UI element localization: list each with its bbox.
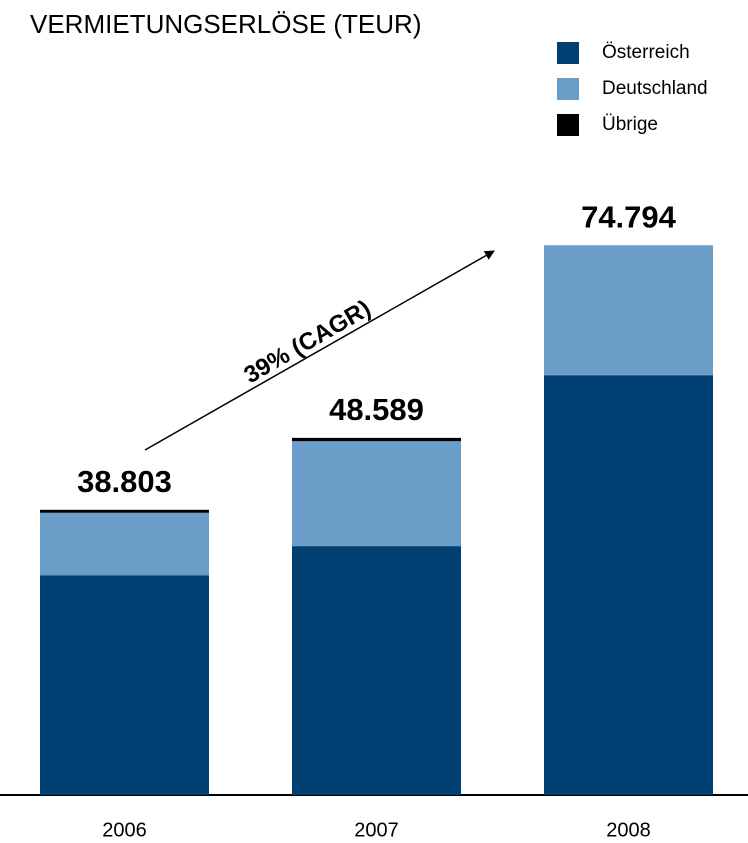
chart-title: VERMIETUNGSERLÖSE (TEUR) bbox=[30, 9, 422, 39]
bar-segment bbox=[544, 245, 713, 376]
bar-segment bbox=[40, 509, 209, 513]
bar-segment bbox=[40, 512, 209, 576]
bar-segment bbox=[292, 441, 461, 547]
bar-segment bbox=[292, 437, 461, 442]
legend-swatch bbox=[557, 114, 579, 136]
total-label: 48.589 bbox=[329, 392, 424, 427]
legend-label: Österreich bbox=[602, 42, 690, 63]
x-tick-label: 2007 bbox=[354, 819, 399, 841]
bar-segment bbox=[544, 375, 713, 795]
total-label: 74.794 bbox=[581, 199, 677, 234]
x-tick-label: 2006 bbox=[102, 819, 147, 841]
legend-swatch bbox=[557, 42, 579, 64]
growth-arrow bbox=[144, 250, 495, 451]
legend-swatch bbox=[557, 78, 579, 100]
legend-label: Deutschland bbox=[602, 78, 708, 99]
legend-label: Übrige bbox=[602, 114, 658, 135]
bar-segment bbox=[40, 575, 209, 795]
total-label: 38.803 bbox=[77, 464, 172, 499]
x-tick-label: 2008 bbox=[606, 819, 651, 841]
bar-segment bbox=[292, 546, 461, 795]
cagr-annotation: 39% (CAGR) bbox=[239, 295, 375, 389]
